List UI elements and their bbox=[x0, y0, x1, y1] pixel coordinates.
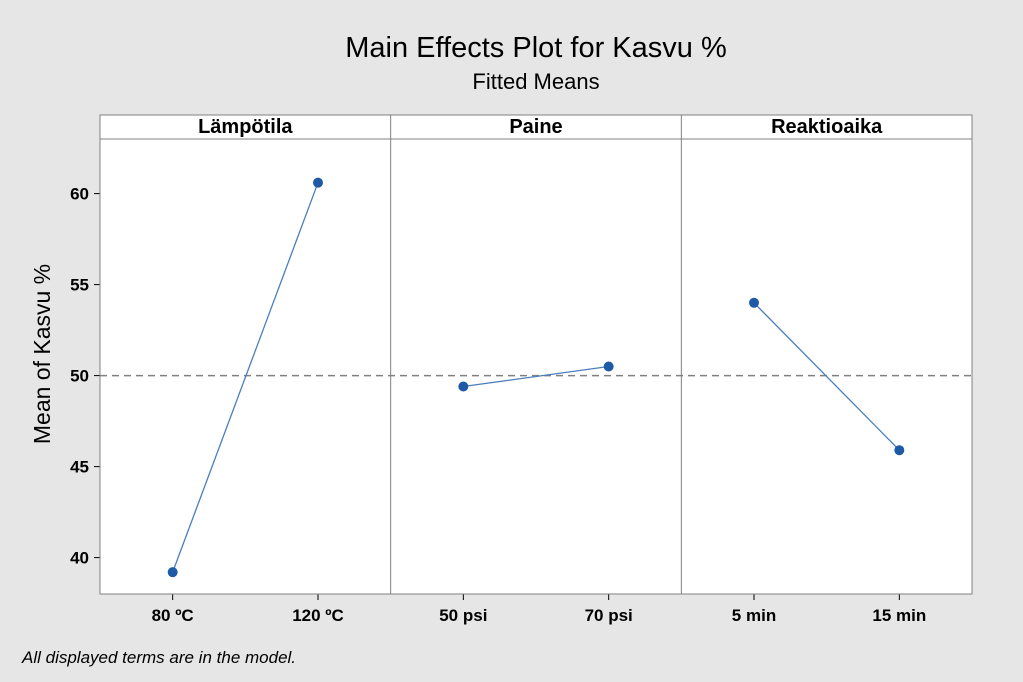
series-line bbox=[753, 302, 900, 451]
data-point bbox=[603, 361, 614, 372]
panel-header-strip bbox=[100, 115, 972, 139]
x-tick-label: 50 psi bbox=[439, 606, 487, 625]
x-tick-label: 15 min bbox=[872, 606, 926, 625]
plot-area bbox=[100, 139, 972, 594]
data-point bbox=[894, 445, 905, 456]
chart-subtitle: Fitted Means bbox=[472, 69, 599, 94]
panel-label: Lämpötila bbox=[198, 116, 293, 138]
series-line bbox=[172, 182, 319, 573]
plot-layer: 40 45 50 55 60 Lämpötila 80 ºC 120 ºC Paine 50 ps… bbox=[70, 114, 973, 625]
x-tick-label: 120 ºC bbox=[292, 606, 344, 625]
y-tick-label: 45 bbox=[70, 458, 89, 477]
y-tick-label: 60 bbox=[70, 185, 89, 204]
chart-title: Main Effects Plot for Kasvu % bbox=[345, 32, 726, 64]
plot-frame bbox=[99, 114, 973, 595]
series-line bbox=[463, 365, 609, 388]
y-tick-label: 50 bbox=[70, 367, 89, 386]
y-tick-label: 40 bbox=[70, 549, 89, 568]
data-point bbox=[313, 177, 323, 188]
data-point bbox=[749, 297, 759, 308]
panel-3: Reaktioaika 5 min 15 min bbox=[732, 116, 926, 625]
footnote: All displayed terms are in the model. bbox=[21, 648, 296, 667]
data-point bbox=[458, 381, 469, 392]
x-tick-label: 5 min bbox=[732, 606, 776, 625]
panel-1: Lämpötila 80 ºC 120 ºC bbox=[152, 116, 344, 625]
panel-2: Paine 50 psi 70 psi bbox=[439, 116, 633, 625]
panel-label: Reaktioaika bbox=[771, 116, 883, 138]
panel-label: Paine bbox=[509, 116, 562, 138]
y-axis-label: Mean of Kasvu % bbox=[29, 264, 55, 444]
x-tick-label: 70 psi bbox=[585, 606, 633, 625]
x-tick-label: 80 ºC bbox=[152, 606, 194, 625]
data-point bbox=[167, 567, 178, 578]
y-tick-label: 55 bbox=[70, 276, 89, 295]
